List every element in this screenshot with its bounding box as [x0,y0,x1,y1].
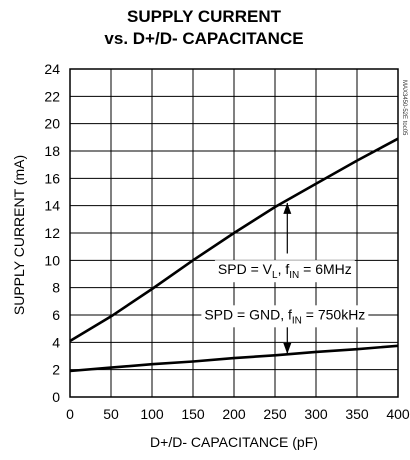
y-tick-label-3: 6 [52,307,60,323]
annotation-arrowhead-1 [283,342,292,354]
series-label-1: SPD = GND, fIN = 750kHz [204,306,365,326]
y-axis-label: SUPPLY CURRENT (mA) [11,155,27,315]
y-tick-label-2: 4 [52,334,60,350]
x-tick-label-3: 150 [181,406,205,422]
y-tick-label-7: 14 [44,198,60,214]
y-tick-label-4: 8 [52,280,60,296]
y-tick-label-6: 12 [44,225,60,241]
series-line-1 [69,344,399,373]
y-tick-label-9: 18 [44,143,60,159]
y-tick-label-5: 10 [44,252,60,268]
x-tick-label-5: 250 [263,406,287,422]
plot-frame [69,68,399,398]
x-tick-label-1: 50 [103,406,119,422]
chart-title-line2: vs. D+/D- CAPACITANCE [104,29,303,48]
series-label-bg-1 [201,305,369,328]
x-tick-label-8: 400 [386,406,410,422]
x-tick-label-7: 350 [345,406,369,422]
series-label-0: SPD = VL, fIN = 6MHz [218,261,352,281]
y-tick-label-0: 0 [52,389,60,405]
x-tick-label-0: 0 [66,406,74,422]
series-label-bg-0 [214,260,355,283]
x-axis-label: D+/D- CAPACITANCE (pF) [150,434,318,450]
chart-title-line1: SUPPLY CURRENT [127,7,282,26]
x-tick-label-2: 100 [140,406,164,422]
x-tick-labels: 0 50 100 150 200 250 300 350 400 [66,406,410,422]
y-tick-label-11: 22 [44,88,60,104]
x-tick-label-6: 300 [304,406,328,422]
y-tick-label-12: 24 [44,61,60,77]
annotation-arrowhead-0 [283,202,292,214]
y-tick-label-1: 2 [52,362,60,378]
curves [69,137,399,373]
y-tick-label-10: 20 [44,116,60,132]
watermark-id: MAX3450-52E toc05 [401,80,407,136]
series-line-0 [69,137,399,343]
y-tick-label-8: 16 [44,170,60,186]
annotations: SPD = VL, fIN = 6MHz SPD = GND, fIN = 750… [201,202,369,354]
x-tick-label-4: 200 [222,406,246,422]
